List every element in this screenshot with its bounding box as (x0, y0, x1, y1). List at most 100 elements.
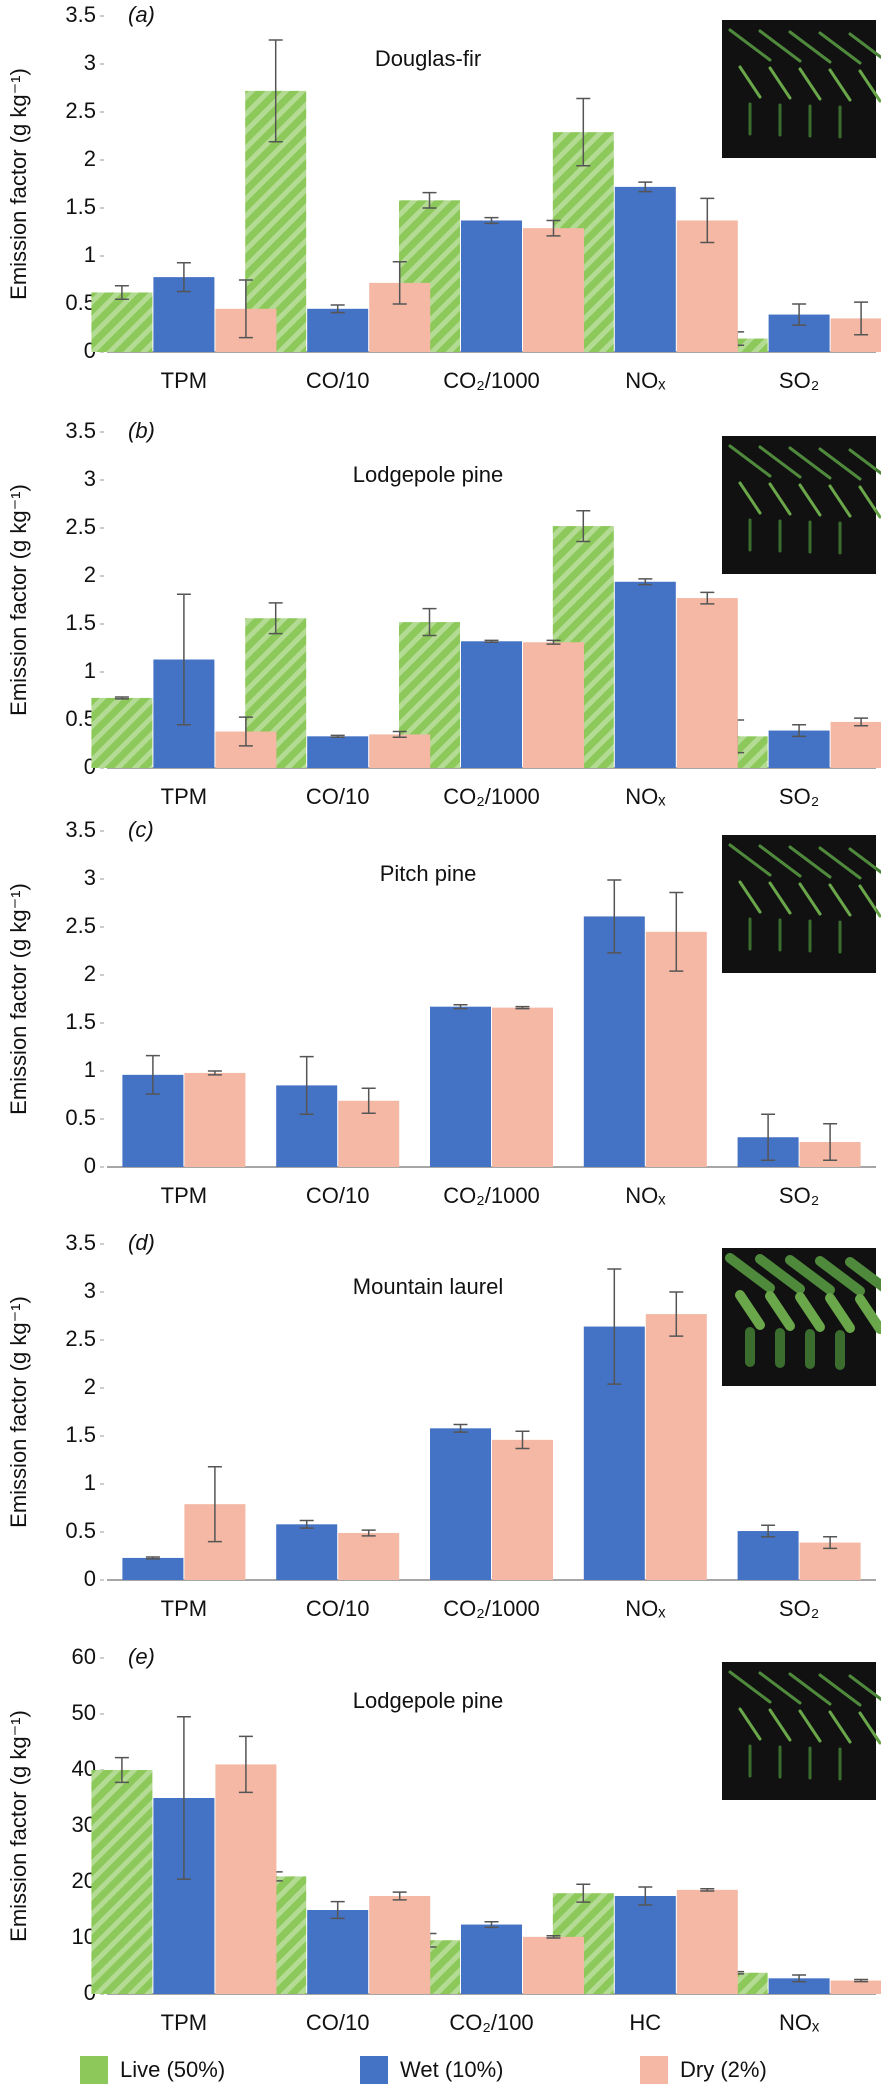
error-bar (238, 1735, 253, 1794)
bar (91, 697, 153, 768)
error-bar (484, 639, 499, 643)
error-bar (453, 1423, 468, 1433)
error-bar (299, 1519, 314, 1529)
error-bar (546, 1935, 561, 1939)
bar (430, 1428, 491, 1580)
error-bar (607, 879, 622, 954)
y-tick-label: 1.5 (65, 194, 96, 219)
y-tick-label: 2 (84, 1374, 96, 1399)
y-tick-label: 2 (84, 146, 96, 171)
error-bar (207, 1465, 222, 1543)
x-tick-label: TPM (161, 784, 207, 809)
y-tick-label: 0 (84, 1153, 96, 1178)
bar (307, 1910, 369, 1994)
y-tick-label: 0.5 (65, 1518, 96, 1543)
bar (91, 292, 153, 352)
x-tick-label: TPM (161, 1183, 207, 1208)
bar (215, 1764, 277, 1994)
y-tick-label: 2.5 (65, 913, 96, 938)
chart-title: Pitch pine (380, 861, 477, 886)
y-tick-label: 2 (84, 961, 96, 986)
y-tick-label: 2.5 (65, 514, 96, 539)
y-tick-label: 3.5 (65, 418, 96, 443)
legend-label: Wet (10%) (400, 2057, 504, 2082)
chart-title: Douglas-fir (375, 46, 481, 71)
legend-swatch (360, 2056, 388, 2084)
error-bar (792, 303, 807, 326)
bar (91, 1770, 153, 1994)
legend-label: Live (50%) (120, 2057, 225, 2082)
error-bar (145, 1054, 160, 1095)
error-bar (422, 607, 437, 637)
bar (492, 1007, 553, 1167)
panel-label: (a) (128, 2, 155, 27)
error-bar (176, 593, 191, 726)
x-tick-label: SO₂ (779, 368, 819, 393)
error-bar (700, 591, 715, 605)
x-tick-label: SO₂ (779, 1183, 819, 1208)
bar (369, 734, 431, 768)
x-tick-label: SO₂ (779, 1596, 819, 1621)
error-bar (330, 304, 345, 314)
error-bar (484, 1921, 499, 1929)
error-bar (176, 1716, 191, 1880)
x-tick-label: CO₂/100 (449, 2010, 533, 2035)
error-bar (268, 602, 283, 635)
error-bar (854, 301, 869, 336)
y-axis-label: Emission factor (g kg⁻¹) (6, 883, 31, 1115)
bar (737, 1531, 799, 1580)
x-tick-label: NOₓ (625, 368, 666, 393)
error-bar (638, 1886, 653, 1906)
x-tick-label: CO/10 (306, 2010, 370, 2035)
error-bar (854, 717, 869, 727)
x-tick-label: CO/10 (306, 1596, 370, 1621)
y-tick-label: 1 (84, 658, 96, 683)
bar (614, 581, 676, 768)
error-bar (361, 1529, 376, 1537)
y-tick-label: 3.5 (65, 1230, 96, 1255)
y-tick-label: 1 (84, 1470, 96, 1495)
x-tick-label: HC (629, 2010, 661, 2035)
bar (276, 1524, 338, 1580)
chart-title: Lodgepole pine (353, 462, 503, 487)
bar (523, 1936, 584, 1994)
legend-swatch (640, 2056, 668, 2084)
x-tick-label: NOₓ (625, 1183, 666, 1208)
error-bar (361, 1087, 376, 1114)
y-axis-label: Emission factor (g kg⁻¹) (6, 484, 31, 716)
error-bar (299, 1055, 314, 1115)
y-tick-label: 2.5 (65, 1326, 96, 1351)
error-bar (700, 197, 715, 244)
bar (523, 642, 584, 768)
y-tick-label: 0 (84, 1566, 96, 1591)
x-tick-label: TPM (161, 2010, 207, 2035)
error-bar (576, 1883, 591, 1903)
y-axis-label: Emission factor (g kg⁻¹) (6, 1296, 31, 1528)
bar (461, 641, 522, 768)
error-bar (823, 1123, 838, 1162)
error-bar (515, 1005, 530, 1010)
x-tick-label: NOₓ (625, 784, 666, 809)
y-tick-label: 1.5 (65, 1422, 96, 1447)
bar (645, 1314, 707, 1580)
x-tick-label: CO/10 (306, 1183, 370, 1208)
error-bar (607, 1268, 622, 1385)
error-bar (792, 724, 807, 738)
panel-label: (d) (128, 1230, 155, 1255)
error-bar (638, 578, 653, 586)
error-bar (422, 191, 437, 209)
y-tick-label: 1.5 (65, 610, 96, 635)
bar (768, 1978, 830, 1994)
x-tick-label: NOₓ (779, 2010, 820, 2035)
panel-label: (b) (128, 418, 155, 443)
error-bar (854, 1978, 869, 1983)
error-bar (638, 181, 653, 193)
bar (614, 1896, 676, 1994)
bar (369, 1896, 431, 1994)
bar (676, 598, 738, 768)
error-bar (330, 734, 345, 739)
error-bar (330, 1900, 345, 1920)
bar (614, 186, 676, 352)
error-bar (761, 1524, 776, 1538)
